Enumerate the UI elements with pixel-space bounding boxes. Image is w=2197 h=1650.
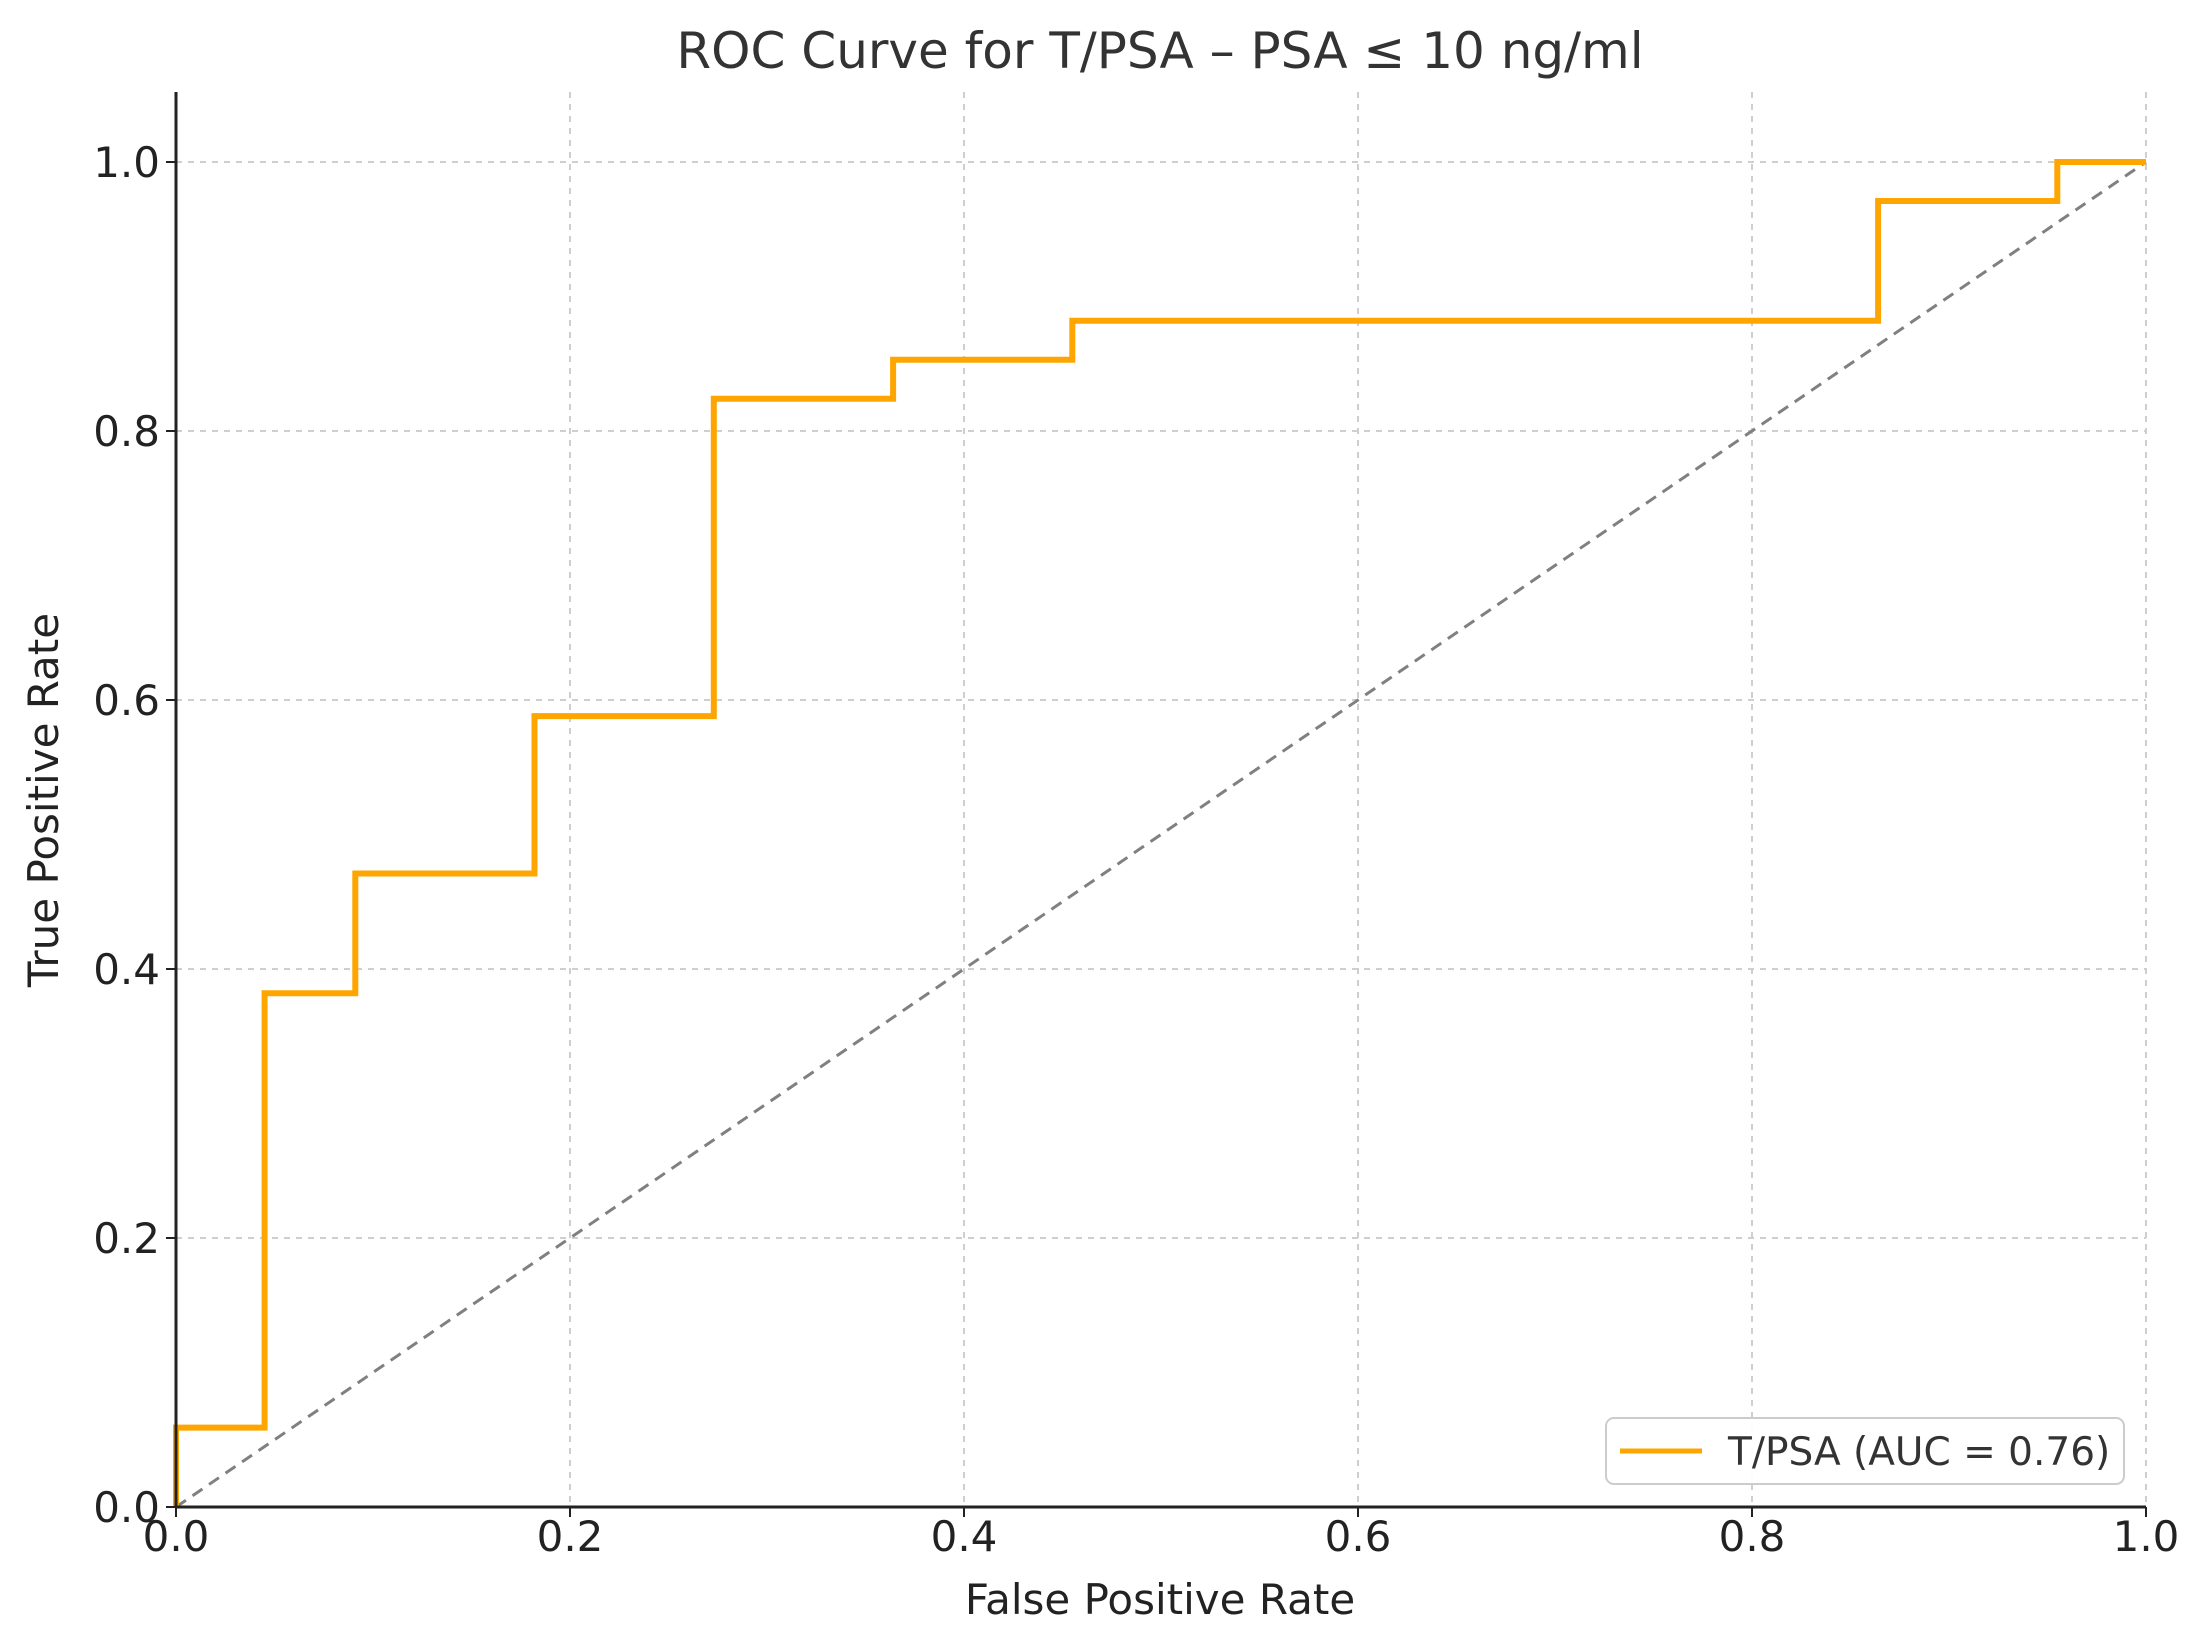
y-tick-label: 0.0 <box>93 1483 160 1532</box>
y-axis-label: True Positive Rate <box>19 613 68 988</box>
y-tick-label: 0.8 <box>93 407 160 456</box>
legend-box <box>1605 1417 2125 1485</box>
axes <box>166 92 2147 1517</box>
x-tick-label: 0.4 <box>931 1512 998 1561</box>
y-tick-label: 0.4 <box>93 945 160 994</box>
x-tick-label: 0.0 <box>143 1512 210 1561</box>
chance-line-layer <box>175 160 2147 1509</box>
tick-labels: 0.0 0.2 0.4 0.6 0.8 1.0 0.0 0.2 0.4 0.6 0.8 1.0 <box>93 138 2179 1561</box>
x-tick-label: 0.2 <box>537 1512 604 1561</box>
roc-curve-layer <box>173 159 2146 1507</box>
grid <box>176 92 2147 1507</box>
y-tick-label: 1.0 <box>93 138 160 187</box>
x-axis-label: False Positive Rate <box>965 1575 1355 1624</box>
y-tick-label: 0.2 <box>93 1214 160 1263</box>
legend-label: T/PSA (AUC = 0.76) <box>1727 1430 2110 1475</box>
x-tick-label: 1.0 <box>2113 1512 2180 1561</box>
chart-title: ROC Curve for T/PSA – PSA ≤ 10 ng/ml <box>676 22 1643 80</box>
x-tick-label: 0.6 <box>1325 1512 1392 1561</box>
legend: T/PSA (AUC = 0.76) <box>1605 1417 2125 1485</box>
roc-curve-line <box>173 159 2146 1507</box>
x-tick-label: 0.8 <box>1719 1512 1786 1561</box>
y-tick-label: 0.6 <box>93 676 160 725</box>
chance-diagonal-line <box>175 160 2147 1509</box>
